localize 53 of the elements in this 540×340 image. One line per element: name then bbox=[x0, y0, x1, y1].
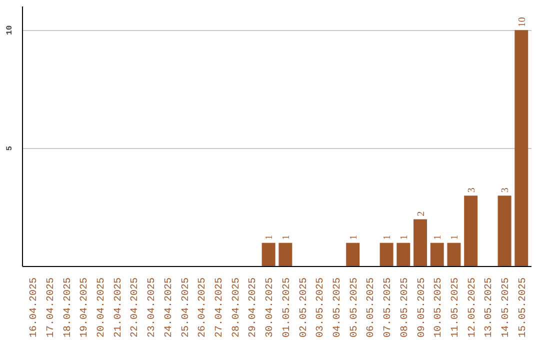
bar bbox=[430, 242, 444, 266]
bar bbox=[346, 242, 360, 266]
x-tick-label: 29.04.2025 bbox=[248, 277, 260, 338]
x-tick-label: 17.04.2025 bbox=[46, 277, 57, 338]
x-tick-label: 27.04.2025 bbox=[214, 277, 226, 338]
x-tick-label: 25.04.2025 bbox=[180, 277, 192, 338]
bar bbox=[464, 196, 478, 266]
bar bbox=[380, 242, 394, 266]
bar bbox=[396, 242, 410, 266]
data-label: 1 bbox=[432, 234, 444, 240]
x-tick-label: 24.04.2025 bbox=[164, 277, 175, 338]
x-tick-label: 18.04.2025 bbox=[62, 277, 74, 338]
data-label: 1 bbox=[449, 234, 460, 240]
data-label: 1 bbox=[398, 234, 410, 240]
x-tick-label: 12.05.2025 bbox=[467, 277, 478, 338]
bar bbox=[498, 196, 512, 266]
data-label: 1 bbox=[348, 234, 360, 240]
x-tick-label: 30.04.2025 bbox=[265, 277, 276, 338]
x-tick-label: 21.04.2025 bbox=[113, 277, 124, 338]
x-tick-label: 19.04.2025 bbox=[80, 277, 91, 338]
x-tick-label: 06.05.2025 bbox=[366, 277, 378, 338]
x-tick-label: 10.05.2025 bbox=[434, 277, 445, 338]
bar bbox=[262, 242, 276, 266]
x-tick-label: 22.04.2025 bbox=[130, 277, 142, 338]
x-tick-label: 16.04.2025 bbox=[29, 277, 40, 338]
x-tick-label: 02.05.2025 bbox=[298, 277, 310, 338]
x-tick-label: 23.04.2025 bbox=[147, 277, 158, 338]
data-label: 2 bbox=[416, 211, 427, 216]
data-label: 3 bbox=[500, 188, 512, 193]
x-tick-label: 28.04.2025 bbox=[231, 277, 242, 338]
bar bbox=[414, 219, 428, 266]
x-tick-label: 13.05.2025 bbox=[484, 277, 496, 338]
x-tick-label: 05.05.2025 bbox=[349, 277, 360, 338]
data-label: 1 bbox=[382, 234, 394, 240]
bar bbox=[278, 242, 292, 266]
x-tick-label: 09.05.2025 bbox=[416, 277, 428, 338]
data-label: 1 bbox=[280, 234, 292, 240]
y-tick-label: 5 bbox=[6, 146, 14, 151]
x-tick-label: 14.05.2025 bbox=[501, 277, 512, 338]
x-tick-label: 01.05.2025 bbox=[282, 277, 293, 338]
x-tick-label: 11.05.2025 bbox=[450, 277, 462, 338]
x-tick-label: 26.04.2025 bbox=[198, 277, 209, 338]
x-tick-label: 07.05.2025 bbox=[383, 277, 394, 338]
bar bbox=[514, 30, 528, 266]
data-label: 3 bbox=[466, 188, 478, 193]
data-label: 1 bbox=[264, 234, 276, 240]
x-tick-label: 15.05.2025 bbox=[518, 277, 529, 338]
data-label: 10 bbox=[516, 17, 528, 28]
x-tick-label: 03.05.2025 bbox=[316, 277, 327, 338]
x-tick-label: 20.04.2025 bbox=[96, 277, 108, 338]
bar bbox=[447, 242, 461, 266]
x-tick-label: 04.05.2025 bbox=[332, 277, 344, 338]
x-tick-label: 08.05.2025 bbox=[400, 277, 411, 338]
